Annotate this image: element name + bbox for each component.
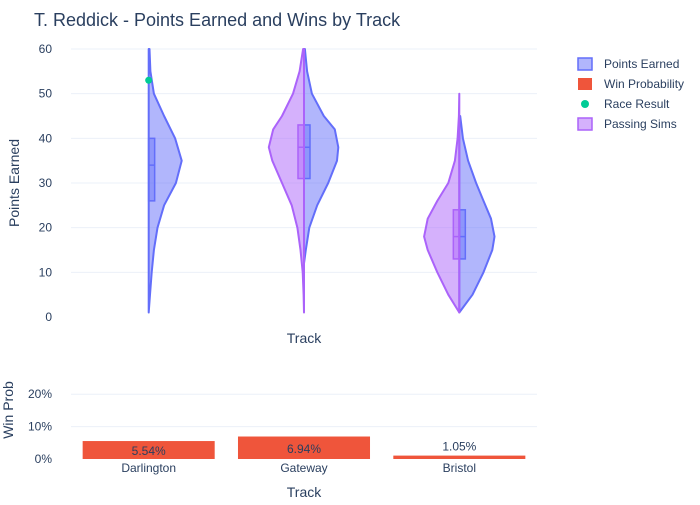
bottom-y-tick-label: 10% xyxy=(28,420,52,434)
text-layer: T. Reddick - Points Earned and Wins by T… xyxy=(0,10,477,500)
win-prob-data-label-gateway: 6.94% xyxy=(287,442,321,456)
bottom-x-axis-title: Track xyxy=(287,484,322,500)
win-prob-data-label-bristol: 1.05% xyxy=(442,440,476,454)
bottom-y-axis-title: Win Prob xyxy=(0,381,16,439)
legend-label: Race Result xyxy=(604,97,670,111)
violin-passing-sims-gateway xyxy=(267,48,305,314)
top-x-axis-title: Track xyxy=(287,330,322,346)
legend-swatch-bar xyxy=(578,78,592,90)
bottom-x-tick-label-bristol: Bristol xyxy=(443,461,476,475)
legend-swatch-marker xyxy=(581,100,589,108)
top-y-tick-label: 50 xyxy=(39,87,53,101)
violin-points-earned-darlington xyxy=(147,48,183,314)
bottom-x-tick-label-darlington: Darlington xyxy=(121,461,176,475)
box-passing-sims-bristol xyxy=(452,209,461,260)
bottom-y-tick-label: 20% xyxy=(28,387,52,401)
top-y-tick-label: 10 xyxy=(39,265,53,279)
legend-label: Win Probability xyxy=(604,77,684,91)
top-y-tick-label: 30 xyxy=(39,176,53,190)
top-y-tick-label: 0 xyxy=(45,310,52,324)
legend-swatch-violin xyxy=(577,57,593,71)
top-y-tick-label: 20 xyxy=(39,221,53,235)
win-prob-bar-bristol xyxy=(393,455,526,459)
legend-item-win-probability[interactable]: Win Probability xyxy=(578,77,684,91)
legend-item-race-result[interactable]: Race Result xyxy=(581,97,670,111)
box-points-earned-darlington xyxy=(147,137,156,202)
legend-label: Passing Sims xyxy=(604,117,677,131)
box-passing-sims-gateway xyxy=(297,124,305,180)
violin-points-earned-gateway xyxy=(303,48,340,265)
legend-label: Points Earned xyxy=(604,57,679,71)
win-prob-bar-darlington xyxy=(82,441,215,459)
legend-item-points-earned[interactable]: Points Earned xyxy=(577,57,679,71)
bottom-y-tick-label: 0% xyxy=(35,452,53,466)
legend[interactable]: Points Earned Win Probability Race Result P… xyxy=(577,57,684,131)
marks-layer xyxy=(82,48,526,459)
chart-title: T. Reddick - Points Earned and Wins by T… xyxy=(34,10,401,30)
win-prob-bar-gateway xyxy=(237,436,371,459)
violin-passing-sims-bristol xyxy=(423,92,461,314)
win-prob-data-label-darlington: 5.54% xyxy=(132,444,166,458)
legend-swatch-violin xyxy=(577,117,593,131)
top-y-tick-label: 40 xyxy=(39,131,53,145)
top-y-tick-label: 60 xyxy=(39,42,53,56)
legend-item-passing-sims[interactable]: Passing Sims xyxy=(577,117,677,131)
top-y-axis-title: Points Earned xyxy=(6,139,22,227)
bottom-x-tick-label-gateway: Gateway xyxy=(280,461,327,475)
race-result-point-darlington xyxy=(145,76,153,84)
